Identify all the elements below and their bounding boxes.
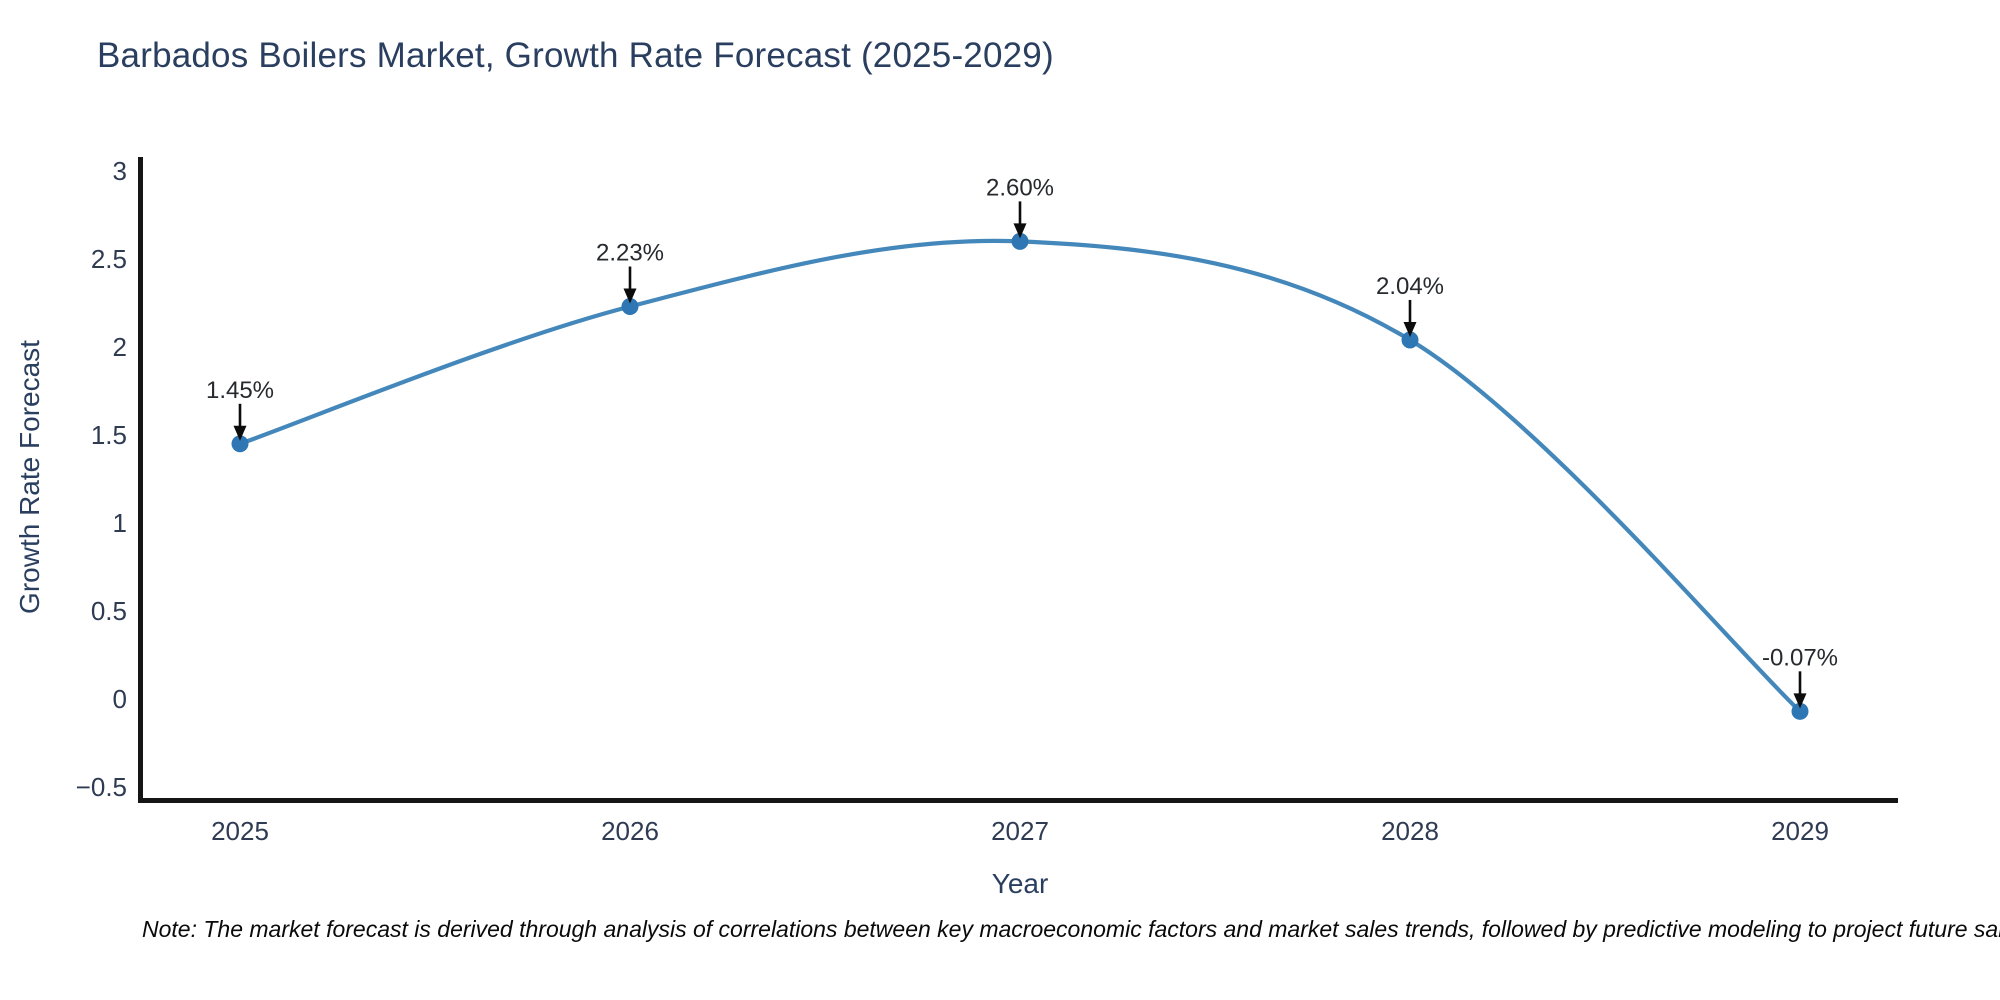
y-tick-label: 2 xyxy=(113,332,127,362)
data-point-label: 2.23% xyxy=(596,240,664,267)
x-axis-title: Year xyxy=(991,868,1049,899)
data-point-label: 1.45% xyxy=(206,377,274,404)
data-point-label: -0.07% xyxy=(1762,644,1838,671)
x-tick-label: 2027 xyxy=(991,816,1049,846)
x-tick-label: 2026 xyxy=(601,816,659,846)
y-tick-label: 0 xyxy=(113,684,127,714)
annotation-arrow-head xyxy=(1403,321,1417,337)
annotation-arrow-head xyxy=(623,288,637,304)
y-tick-label: 1 xyxy=(113,508,127,538)
data-point-label: 2.04% xyxy=(1376,273,1444,300)
data-point-marker xyxy=(621,298,639,316)
annotation-arrow-head xyxy=(233,425,247,441)
data-point-marker xyxy=(231,435,249,453)
data-point-marker xyxy=(1401,331,1419,349)
x-tick-label: 2028 xyxy=(1381,816,1439,846)
chart-title: Barbados Boilers Market, Growth Rate For… xyxy=(97,36,1054,75)
x-tick-label: 2025 xyxy=(211,816,269,846)
footnote: Note: The market forecast is derived thr… xyxy=(142,916,2000,942)
data-point-marker xyxy=(1791,702,1809,720)
y-tick-label: −0.5 xyxy=(76,772,127,802)
forecast-line xyxy=(237,238,1803,714)
y-tick-label: 3 xyxy=(113,156,127,186)
annotation-arrow-head xyxy=(1013,223,1027,239)
y-tick-label: 1.5 xyxy=(91,420,127,450)
y-tick-label: 0.5 xyxy=(91,596,127,626)
data-point-marker xyxy=(1011,232,1029,250)
data-point-label: 2.60% xyxy=(986,174,1054,201)
y-tick-label: 2.5 xyxy=(91,244,127,274)
x-tick-label: 2029 xyxy=(1771,816,1829,846)
annotation-arrow-head xyxy=(1793,693,1807,709)
